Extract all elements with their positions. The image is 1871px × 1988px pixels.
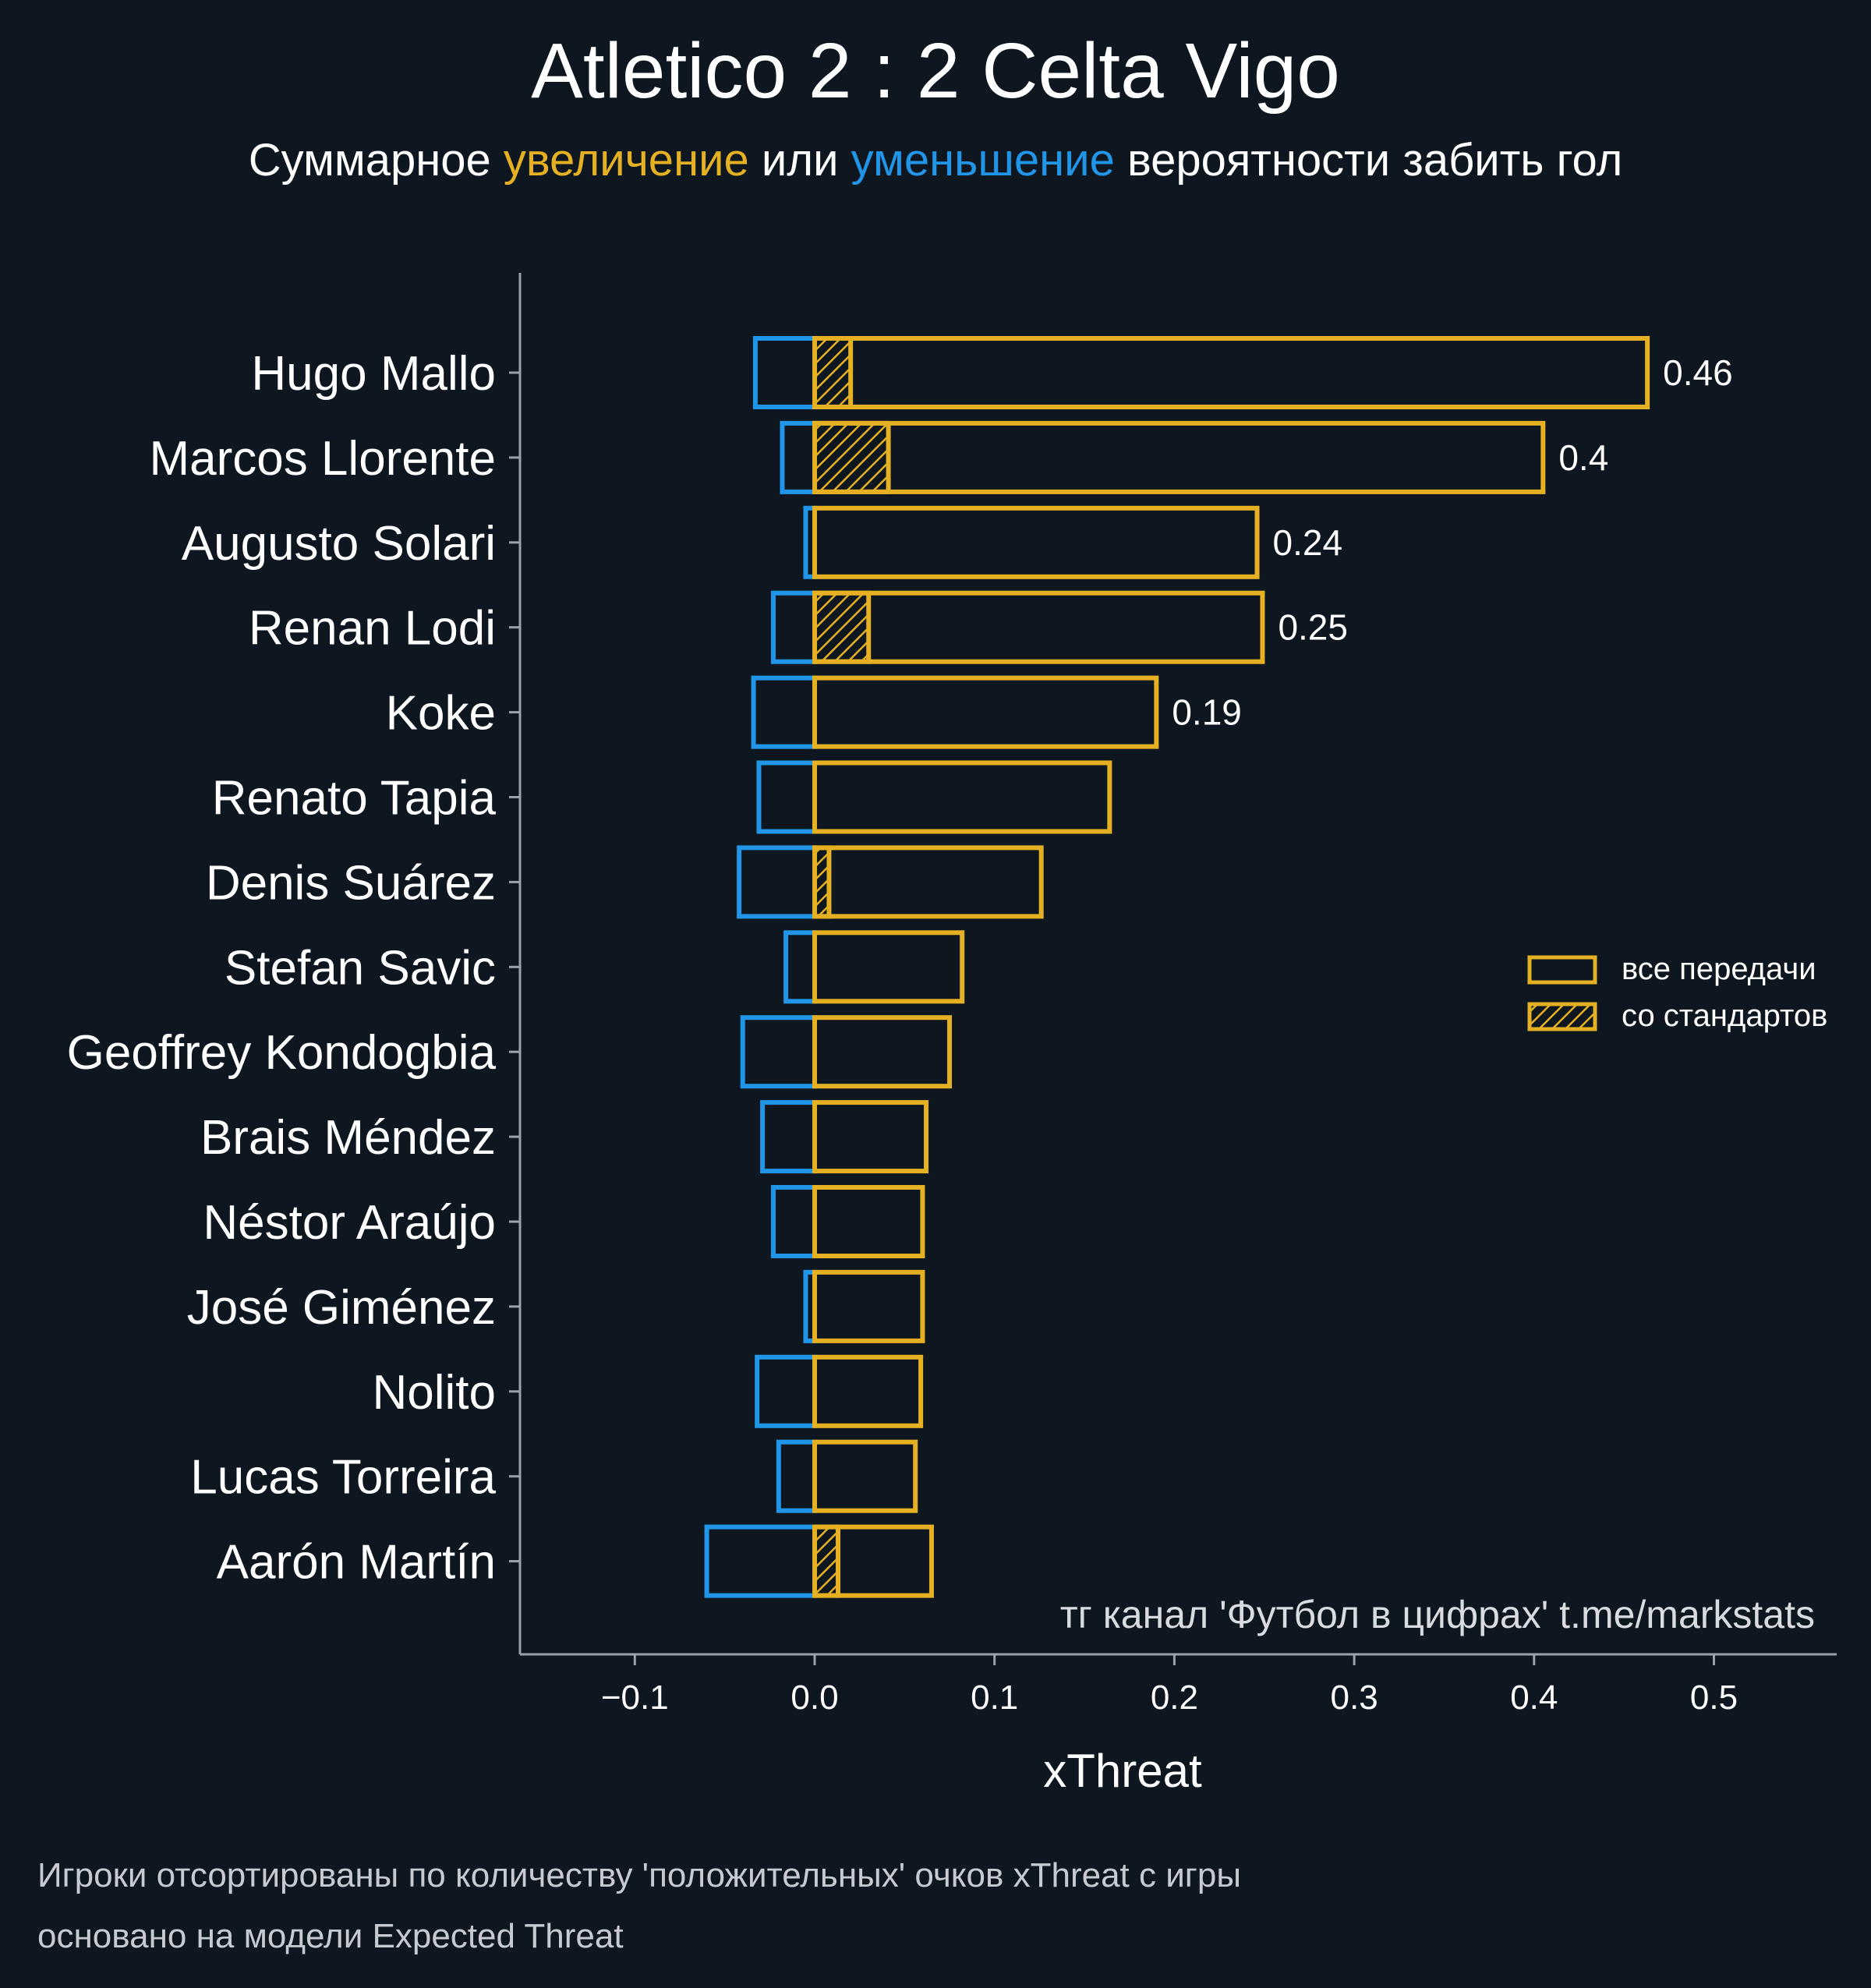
value-labels: 0.46 0.4 0.24 0.25 0.19 <box>1172 352 1732 733</box>
category-label: Aarón Martín <box>217 1536 496 1590</box>
legend-swatch-outline <box>1527 955 1597 985</box>
subtitle-part: увеличение <box>504 135 749 186</box>
bar-positive <box>812 336 1650 409</box>
x-tick-label: 0.3 <box>1331 1678 1378 1717</box>
category-label: Nolito <box>372 1366 496 1420</box>
footer-note-2: основано на модели Expected Threat <box>37 1917 624 1955</box>
bar-positive <box>812 675 1159 749</box>
legend-swatch-hatched <box>1527 1002 1597 1031</box>
bar-positive <box>812 1354 924 1428</box>
chart-subtitle: Суммарное увеличение или уменьшение веро… <box>249 135 1623 186</box>
bar-positive <box>812 760 1112 834</box>
watermark-annotation: тг канал 'Футбол в цифрах' t.me/markstat… <box>1060 1593 1815 1636</box>
bar-positive <box>812 1100 929 1174</box>
bar-positive <box>812 1015 953 1089</box>
bar-positive <box>812 1524 934 1598</box>
category-labels: Hugo Mallo Marcos Llorente Augusto Solari R… <box>67 347 520 1590</box>
footer-note-1: Игроки отсортированы по количеству 'поло… <box>37 1856 1241 1894</box>
bar-set-piece <box>812 1524 840 1598</box>
x-tick-label: 0.5 <box>1690 1678 1738 1717</box>
legend: все передачи со стандартов <box>1527 952 1827 1033</box>
bar-set-piece <box>812 336 854 409</box>
category-label: Koke <box>386 687 496 741</box>
bar-positive <box>812 505 1260 579</box>
bars <box>704 336 1650 1598</box>
subtitle-part: Суммарное <box>249 135 504 186</box>
category-label: Hugo Mallo <box>251 347 496 401</box>
bar-set-piece <box>812 590 872 664</box>
chart-title: Atletico 2 : 2 Celta Vigo <box>531 27 1340 115</box>
value-label: 0.24 <box>1273 522 1343 563</box>
legend-label: со стандартов <box>1622 999 1827 1033</box>
bar-positive <box>812 420 1546 494</box>
category-label: Geoffrey Kondogbia <box>67 1026 497 1080</box>
category-label: Marcos Llorente <box>149 432 496 486</box>
value-label: 0.4 <box>1558 437 1608 478</box>
subtitle-part: или <box>749 135 851 186</box>
category-label: Stefan Savic <box>225 941 496 995</box>
x-tick-label: 0.1 <box>971 1678 1018 1717</box>
bar-positive <box>812 1185 925 1258</box>
bar-positive <box>812 590 1265 664</box>
bar-positive <box>812 1439 918 1513</box>
subtitle-part: уменьшение <box>851 135 1115 186</box>
category-label: Renato Tapia <box>212 772 497 826</box>
category-label: José Giménez <box>187 1281 496 1335</box>
value-label: 0.19 <box>1172 692 1242 733</box>
subtitle-part: вероятности забить гол <box>1115 135 1622 186</box>
category-label: Renan Lodi <box>249 602 496 656</box>
x-tick-label: 0.2 <box>1151 1678 1198 1717</box>
category-label: Brais Méndez <box>200 1111 496 1165</box>
bar-positive <box>812 845 1044 919</box>
x-ticks: −0.1 0.0 0.1 0.2 0.3 0.4 0.5 <box>601 1654 1738 1717</box>
category-label: Néstor Araújo <box>203 1196 496 1250</box>
category-label: Lucas Torreira <box>190 1451 496 1505</box>
legend-label: все передачи <box>1622 952 1816 986</box>
x-tick-label: 0.0 <box>790 1678 838 1717</box>
plot-axes <box>518 273 1837 1656</box>
value-label: 0.25 <box>1278 607 1348 648</box>
x-axis-label: xThreat <box>1043 1745 1202 1797</box>
bar-positive <box>812 1269 925 1343</box>
bar-positive <box>812 930 965 1004</box>
category-label: Augusto Solari <box>182 517 496 571</box>
bar-set-piece <box>812 420 891 494</box>
value-label: 0.46 <box>1663 352 1733 393</box>
category-label: Denis Suárez <box>206 856 496 910</box>
x-tick-label: 0.4 <box>1510 1678 1558 1717</box>
x-tick-label: −0.1 <box>601 1678 669 1717</box>
